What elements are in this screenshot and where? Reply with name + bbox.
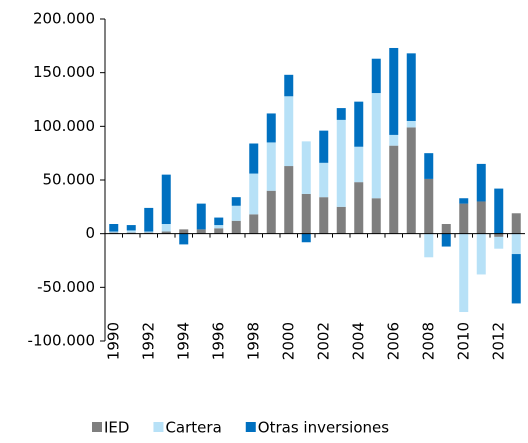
bar-segment: [126, 230, 136, 233]
x-tick-label: 2004: [349, 322, 367, 360]
bar-segment: [336, 206, 346, 234]
bar-segment: [301, 193, 311, 234]
bar-segment: [196, 203, 206, 230]
bar-segment: [249, 143, 259, 174]
y-tick-label: 100.000: [33, 117, 95, 135]
x-tick-label: 1998: [244, 322, 262, 360]
y-tick-label: -50.000: [37, 278, 95, 296]
bar-segment: [424, 233, 434, 258]
bar-segment: [266, 142, 276, 191]
bar-segment: [424, 178, 434, 234]
y-tick-label: 150.000: [33, 63, 95, 81]
x-tick-label: 2012: [489, 322, 507, 360]
bar-segment: [144, 232, 154, 234]
legend-swatch: [153, 422, 164, 432]
bar-segment: [336, 119, 346, 207]
bar-segment: [231, 205, 241, 221]
bar-segment: [196, 229, 206, 234]
x-tick-label: 2002: [314, 322, 332, 360]
x-tick-label: 1990: [104, 322, 122, 360]
x-tick-label: 1992: [139, 322, 157, 360]
bar-segment: [476, 233, 486, 275]
bar-segment: [336, 108, 346, 120]
bar-segment: [459, 198, 469, 204]
bar-segment: [301, 233, 311, 243]
legend-swatch: [245, 422, 256, 432]
bar-segment: [406, 120, 416, 128]
bar-segment: [266, 113, 276, 143]
bar-segment: [511, 254, 521, 304]
legend-label: Cartera: [165, 419, 221, 437]
bar-segment: [371, 58, 381, 94]
bar-segment: [476, 201, 486, 234]
bar-segment: [494, 188, 504, 234]
x-tick-label: 1994: [174, 322, 192, 360]
bar-segment: [406, 127, 416, 234]
bar-segment: [354, 182, 364, 234]
bar-segment: [231, 197, 241, 206]
bar-segment: [231, 220, 241, 234]
bar-segment: [389, 145, 399, 234]
bar-segment: [424, 153, 434, 179]
bar-segment: [126, 232, 136, 234]
y-tick-label: -100.000: [28, 332, 95, 350]
bar-segment: [354, 146, 364, 183]
bar-segment: [144, 207, 154, 232]
y-tick-label: 0: [85, 224, 95, 242]
bar-segment: [354, 101, 364, 147]
bar-segment: [441, 233, 451, 247]
bar-segment: [406, 53, 416, 121]
bar-segment: [441, 224, 451, 234]
bar-segment: [266, 190, 276, 234]
bar-segment: [476, 163, 486, 202]
legend-label: Otras inversiones: [258, 419, 389, 437]
legend-swatch: [92, 422, 102, 432]
bar-segment: [214, 225, 224, 229]
bar-segment: [109, 232, 119, 234]
legend-label: IED: [104, 419, 129, 437]
bar-segment: [371, 198, 381, 234]
bar-segment: [179, 229, 189, 234]
bar-segment: [511, 213, 521, 234]
bar-segment: [214, 217, 224, 226]
bar-segment: [511, 233, 521, 255]
bar-segment: [319, 130, 329, 163]
bar-segment: [284, 96, 294, 167]
x-tick-label: 2000: [279, 322, 297, 360]
bar-segment: [109, 231, 119, 233]
bar-segment: [161, 231, 171, 234]
bar-segment: [389, 47, 399, 135]
bar-segment: [459, 233, 469, 313]
x-tick-label: 2006: [384, 322, 402, 360]
x-tick-label: 2010: [454, 322, 472, 360]
bar-segment: [301, 141, 311, 194]
bar-segment: [494, 233, 504, 237]
bar-segment: [249, 214, 259, 234]
bar-segment: [126, 225, 136, 231]
bar-segment: [319, 162, 329, 198]
bar-segment: [161, 174, 171, 225]
bar-segment: [319, 197, 329, 234]
bar-segment: [161, 224, 171, 232]
x-tick-label: 2008: [419, 322, 437, 360]
bar-segment: [494, 236, 504, 249]
bar-segment: [144, 231, 154, 233]
bar-segment: [179, 233, 189, 245]
bar-segment: [109, 224, 119, 232]
y-tick-label: 50.000: [43, 171, 96, 189]
bar-segment: [459, 203, 469, 234]
bar-segment: [371, 93, 381, 199]
bar-segment: [389, 134, 399, 146]
x-tick-label: 1996: [209, 322, 227, 360]
y-tick-label: 200.000: [33, 10, 95, 28]
bar-segment: [284, 74, 294, 97]
bar-segment: [284, 166, 294, 234]
bar-segment: [214, 228, 224, 234]
bar-segment: [249, 173, 259, 215]
